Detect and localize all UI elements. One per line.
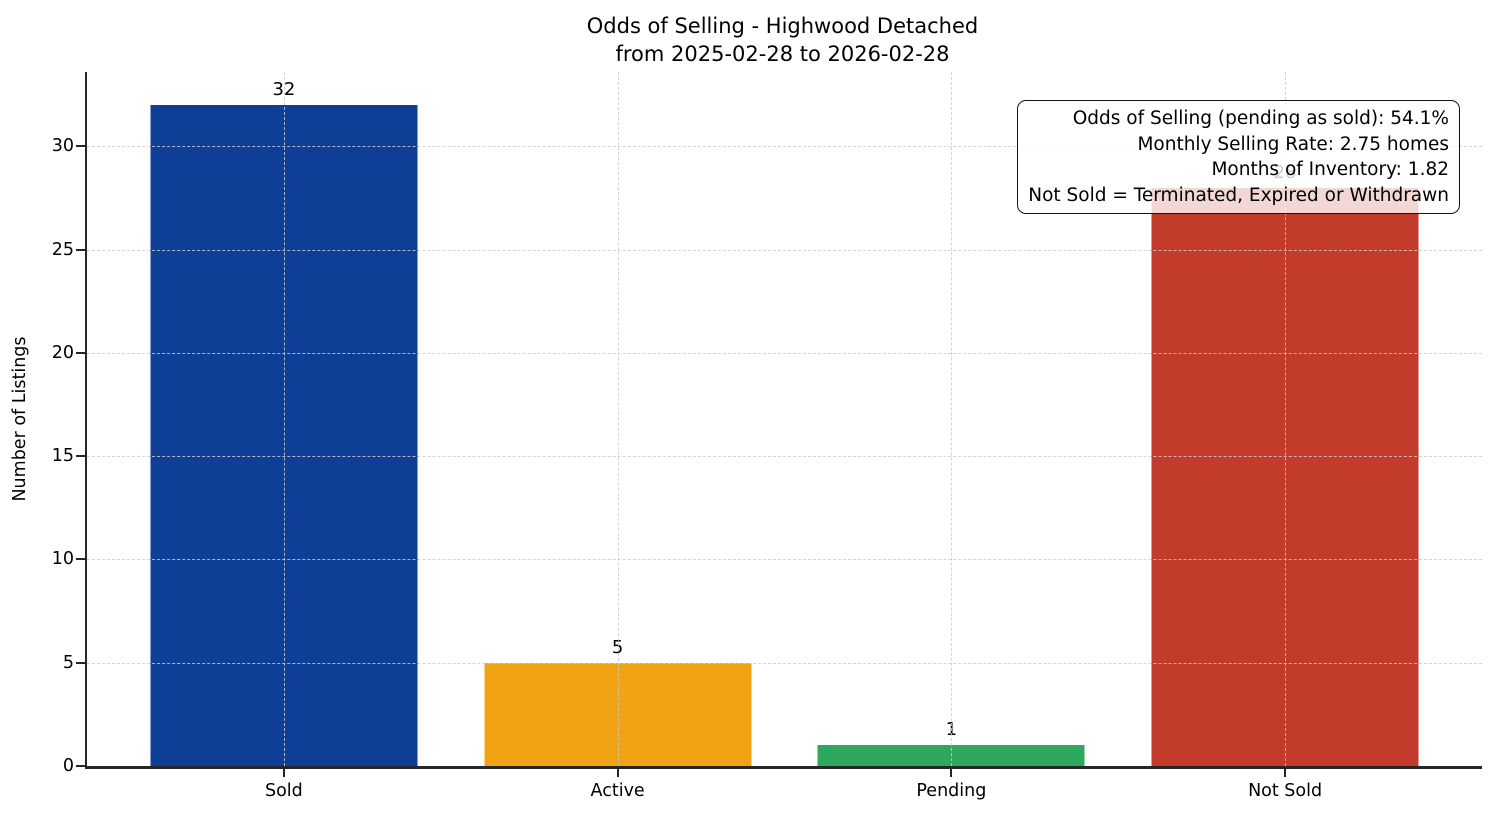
bar-value-label: 32 xyxy=(272,79,296,101)
y-tick-mark xyxy=(76,351,85,354)
y-tick-mark xyxy=(76,765,85,767)
annotation-line-inventory: Months of Inventory: 1.82 xyxy=(1211,159,1449,180)
bar-sold xyxy=(150,105,418,766)
chart-title: Odds of Selling - Highwood Detached xyxy=(586,14,979,38)
x-tick-mark xyxy=(282,769,285,777)
bar-not-sold xyxy=(1151,187,1419,766)
annotation-line-not-sold-def: Not Sold = Terminated, Expired or Withdr… xyxy=(1028,184,1449,206)
y-tick-label: 15 xyxy=(51,446,74,467)
stats-annotation-box: Odds of Selling (pending as sold): 54.1%… xyxy=(1017,100,1460,214)
bar-pending xyxy=(817,745,1085,766)
x-tick-mark xyxy=(616,769,619,777)
v-gridline xyxy=(951,72,953,766)
x-tick-label: Active xyxy=(590,781,645,801)
bar-value-label: 5 xyxy=(611,636,624,658)
bar-value-label: 1 xyxy=(945,719,958,741)
x-tick-mark xyxy=(1284,769,1287,777)
x-tick-mark xyxy=(950,769,953,777)
y-tick-mark xyxy=(76,145,85,148)
x-tick-label: Not Sold xyxy=(1248,781,1323,801)
x-tick-label: Sold xyxy=(264,781,303,801)
y-tick-label: 30 xyxy=(51,136,74,157)
bar-active xyxy=(484,662,752,766)
y-tick-mark xyxy=(76,558,85,561)
y-axis-title: Number of Listings xyxy=(10,336,30,502)
chart-title-block: Odds of Selling - Highwood Detached from… xyxy=(85,12,1480,68)
plot-area: 0 5 10 15 20 25 30 Sold 32 Active 5 Pending 1 Not Sol… xyxy=(52,72,1482,801)
y-tick-mark xyxy=(76,248,85,251)
annotation-line-monthly-rate: Monthly Selling Rate: 2.75 homes xyxy=(1137,133,1449,155)
y-tick-label: 5 xyxy=(62,652,74,673)
y-tick-mark xyxy=(76,661,85,664)
x-tick-label: Pending xyxy=(916,781,987,801)
y-tick-label: 0 xyxy=(62,756,74,776)
chart-subtitle: from 2025-02-28 to 2026-02-28 xyxy=(615,42,950,66)
y-tick-mark xyxy=(76,455,85,458)
annotation-line-odds: Odds of Selling (pending as sold): 54.1% xyxy=(1072,108,1449,129)
y-tick-label: 20 xyxy=(51,342,74,363)
y-tick-label: 10 xyxy=(51,549,74,570)
y-tick-label: 25 xyxy=(51,239,74,260)
